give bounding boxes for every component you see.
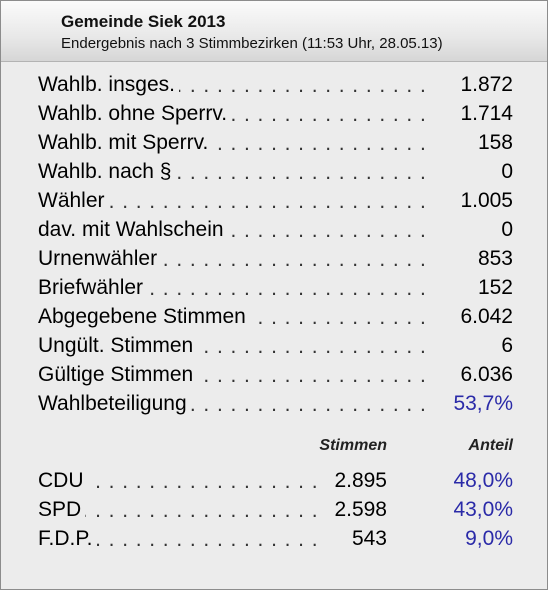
stat-row-wahlb-mit-sperrv: ........................................…: [1, 130, 547, 159]
turnout-value: 53,7%: [449, 392, 513, 416]
dot-leader: ..............................: [41, 499, 327, 522]
stat-row-briefwaehler: ........................................…: [1, 275, 547, 304]
stat-value: 0: [497, 160, 513, 184]
stat-row-ungueltige-stimmen: ........................................…: [1, 333, 547, 362]
party-share: 43,0%: [453, 498, 513, 521]
stat-label: Wahlb. insges.: [38, 73, 179, 97]
party-share: 48,0%: [453, 469, 513, 492]
stat-value: 6.042: [456, 305, 513, 329]
party-votes: 2.895: [330, 469, 387, 493]
party-results-list: .............................. CDU 2.895…: [1, 468, 547, 555]
dot-leader: ..............................: [41, 470, 327, 493]
party-share: 9,0%: [465, 527, 513, 550]
party-row-spd: .............................. SPD 2.598…: [1, 497, 547, 526]
stat-label: Wahlb. ohne Sperrv.: [38, 102, 232, 126]
stat-row-wahlbeteiligung: ........................................…: [1, 391, 547, 420]
page-title: Gemeinde Siek 2013: [61, 12, 226, 31]
stat-value: 1.005: [456, 189, 513, 213]
stat-row-wahlb-nach-paragraph: ........................................…: [1, 159, 547, 188]
party-table-header: Stimmen Anteil: [1, 437, 547, 459]
stat-label: dav. mit Wahlschein: [38, 218, 228, 242]
dot-leader: ........................................: [41, 190, 435, 213]
stat-label: Ungült. Stimmen: [38, 334, 198, 358]
party-row-cdu: .............................. CDU 2.895…: [1, 468, 547, 497]
stat-label: Wahlbeteiligung: [38, 392, 191, 416]
stat-label: Urnenwähler: [38, 247, 162, 271]
party-name: CDU: [38, 469, 88, 493]
stat-row-waehler: ........................................…: [1, 188, 547, 217]
column-header-votes: Stimmen: [319, 437, 387, 454]
stat-label: Gültige Stimmen: [38, 363, 198, 387]
stat-label: Briefwähler: [38, 276, 148, 300]
stat-value: 1.714: [456, 102, 513, 126]
stat-label: Wahlb. nach §: [38, 160, 176, 184]
party-row-fdp: .............................. F.D.P. 54…: [1, 526, 547, 555]
party-name: F.D.P.: [38, 527, 97, 551]
stat-value: 853: [473, 247, 513, 271]
stat-label: Wähler: [38, 189, 109, 213]
stat-value: 1.872: [456, 73, 513, 97]
dot-leader: ..............................: [41, 528, 327, 551]
page-subtitle: Endergebnis nach 3 Stimmbezirken (11:53 …: [61, 35, 443, 52]
stat-label: Abgegebene Stimmen: [38, 305, 250, 329]
stat-label: Wahlb. mit Sperrv.: [38, 131, 213, 155]
stats-list: ........................................…: [1, 72, 547, 420]
stat-value: 0: [497, 218, 513, 242]
stat-value: 152: [473, 276, 513, 300]
stat-row-wahlschein: ........................................…: [1, 217, 547, 246]
party-votes: 2.598: [330, 498, 387, 522]
stat-value: 6.036: [456, 363, 513, 387]
party-name: SPD: [38, 498, 86, 522]
stat-row-gueltige-stimmen: ........................................…: [1, 362, 547, 391]
stat-row-urnenwaehler: ........................................…: [1, 246, 547, 275]
panel-header: Gemeinde Siek 2013 Endergebnis nach 3 St…: [1, 1, 547, 62]
column-header-share: Anteil: [468, 437, 513, 454]
stat-row-wahlb-insges: ........................................…: [1, 72, 547, 101]
stat-row-abgegebene-stimmen: ........................................…: [1, 304, 547, 333]
stat-row-wahlb-ohne-sperrv: ........................................…: [1, 101, 547, 130]
stat-value: 6: [497, 334, 513, 358]
stat-value: 158: [473, 131, 513, 155]
party-votes: 543: [347, 527, 387, 551]
